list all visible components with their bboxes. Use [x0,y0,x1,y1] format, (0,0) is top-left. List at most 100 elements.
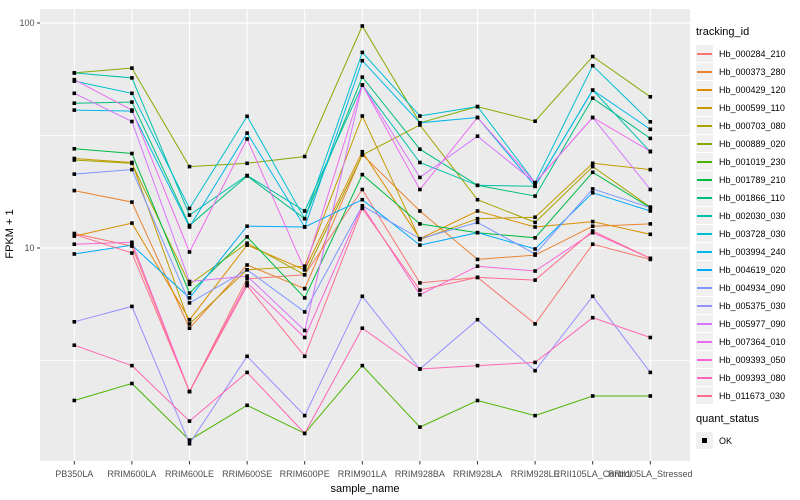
data-point [245,277,249,281]
data-point [187,438,192,442]
data-point [533,269,537,273]
x-tick-label: RRII105LA_Control [554,469,632,479]
data-point [590,224,595,228]
data-point [590,242,595,246]
data-point [187,441,192,446]
data-point [302,354,307,359]
data-point [533,119,537,123]
data-point [418,288,422,292]
data-point [590,229,595,233]
x-tick-label: RRIM928LA [453,469,502,479]
y-tick-label: 100 [19,18,34,28]
data-point [533,413,537,418]
data-point [72,172,77,176]
legend-key-box [696,333,713,350]
legend-item-label: Hb_000373_280 [719,66,786,77]
data-point [590,191,595,195]
data-point [533,360,537,365]
legend-line-swatch [697,161,712,163]
legend-line-swatch [697,269,712,271]
data-point [302,310,307,314]
legend-item-Hb_000703_080: Hb_000703_080 [696,117,800,134]
data-point [130,304,134,309]
data-point [475,134,480,138]
data-point [590,63,595,68]
legend-item-label: Hb_000599_110 [719,102,785,113]
data-point [72,398,77,403]
data-point [360,206,365,211]
data-point [648,127,653,132]
data-point [648,205,653,210]
legend-key-box [696,81,713,98]
x-tick-label: RRIM600LA [107,469,156,479]
data-point [533,225,537,229]
legend-item-label: Hb_009393_080 [719,372,786,383]
legend-item-Hb_001789_210: Hb_001789_210 [696,171,800,188]
data-point [533,252,537,256]
legend-item-Hb_000889_020: Hb_000889_020 [696,135,800,152]
data-point [590,294,595,299]
legend-key-box [696,243,713,260]
data-point [475,220,480,225]
legend-line-swatch [697,305,712,307]
legend-key-box [696,369,713,386]
legend-key-box [696,63,713,80]
legend-item-label: Hb_001866_110 [719,192,785,203]
legend-key-box [696,315,713,332]
data-point [533,220,537,225]
data-point [72,77,77,82]
data-point [648,232,653,237]
data-point [245,403,249,408]
legend-item-Hb_000373_280: Hb_000373_280 [696,63,800,80]
data-point [648,149,653,154]
data-point [302,431,307,436]
data-point [245,263,249,267]
data-point [302,273,307,277]
data-point [418,123,422,127]
data-point [418,160,422,165]
data-point [475,209,480,213]
data-point [360,24,365,28]
legend-line-swatch [697,197,712,199]
data-point [360,58,365,63]
data-point [187,296,192,300]
data-point [590,161,595,166]
data-point [72,242,77,246]
data-point [418,147,422,151]
legend-item-Hb_011673_030: Hb_011673_030 [696,387,800,404]
data-point [360,149,365,154]
legend-item-label: Hb_005375_030 [719,300,786,311]
data-point [245,173,249,178]
legend-key-box [696,171,713,188]
data-point [475,197,480,202]
data-point [245,131,249,135]
legend-line-swatch [697,341,712,343]
data-point [187,282,192,287]
data-point [648,394,653,398]
data-point [648,167,653,172]
data-point [130,167,134,172]
data-point [475,257,480,262]
data-point [418,114,422,118]
data-point [418,222,422,226]
data-point [130,151,134,156]
data-point [418,292,422,297]
data-point [533,247,537,251]
data-point [130,119,134,124]
data-point [648,136,653,141]
data-point [360,363,365,368]
data-point [475,115,480,120]
legend-key-box [696,99,713,116]
legend-line-swatch [697,107,712,109]
data-point [245,161,249,166]
data-point [302,296,307,300]
data-point [590,88,595,92]
data-point [360,75,365,79]
x-tick-label: RRIM928LE [511,469,560,479]
data-point [187,213,192,217]
data-point [590,315,595,320]
legend-key-box [696,117,713,134]
legend-line-swatch [697,395,712,397]
legend-item-label: Hb_003728_030 [719,228,786,239]
